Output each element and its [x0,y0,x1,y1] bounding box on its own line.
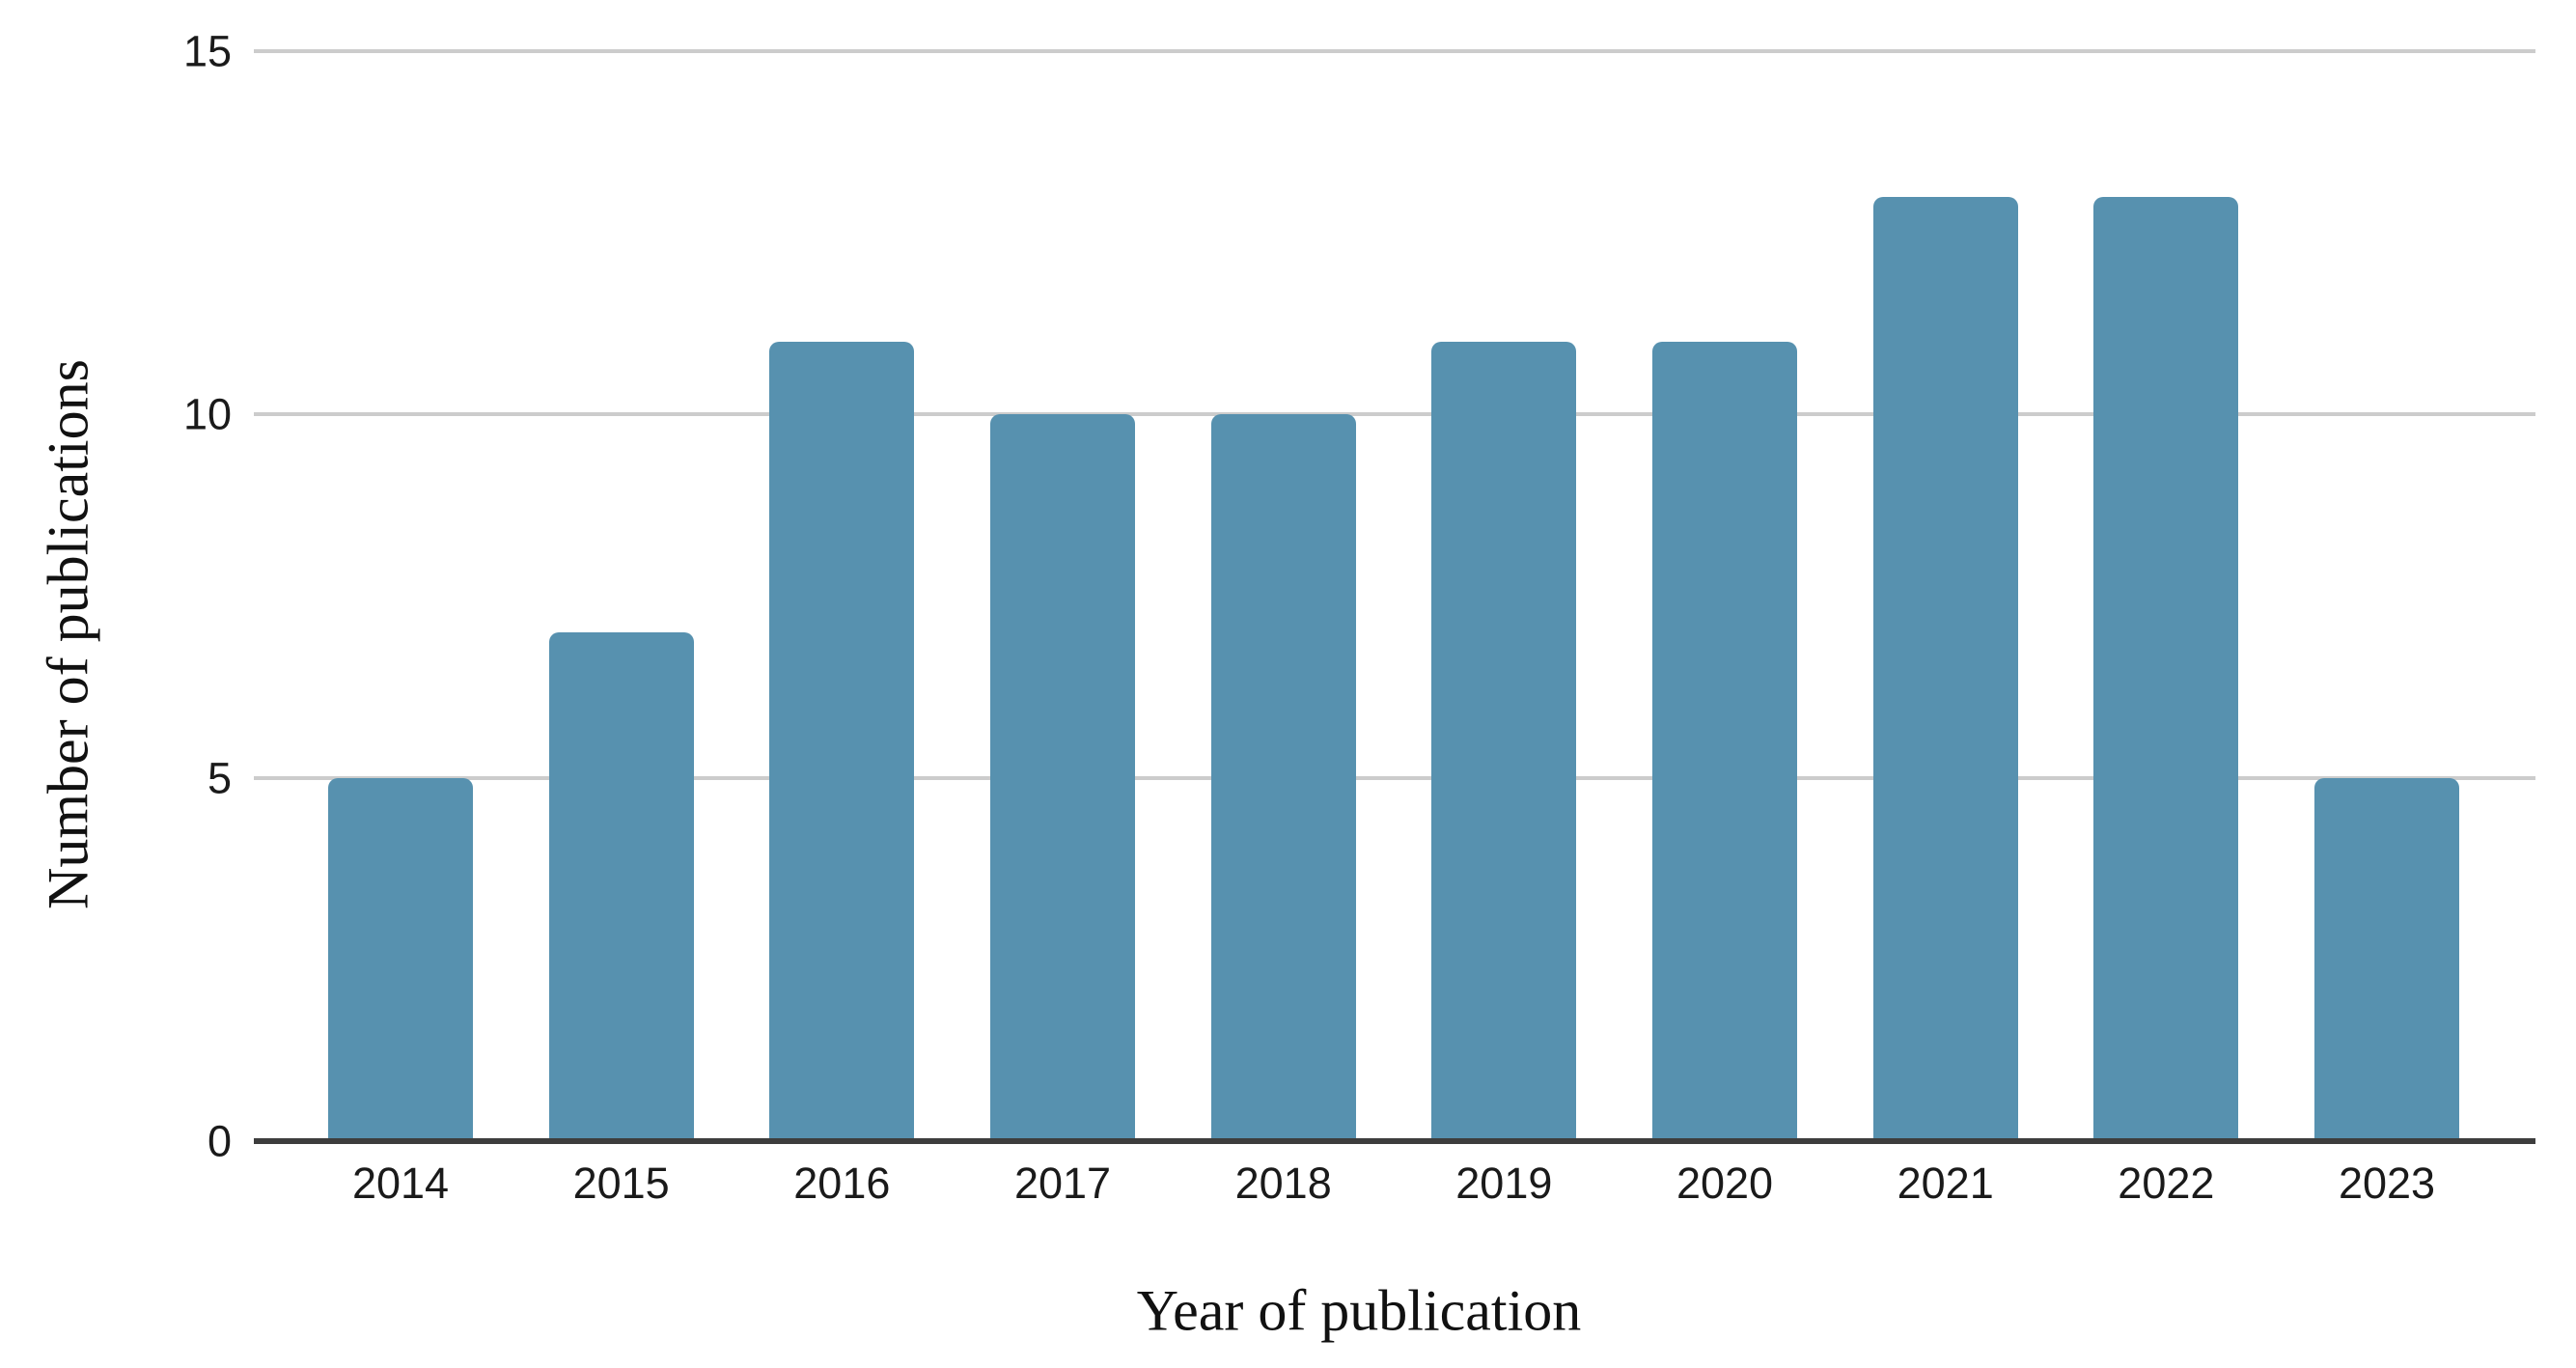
bar-2020 [1652,342,1798,1141]
x-tick-label: 2017 [1013,1159,1112,1208]
x-tick-label: 2022 [2118,1159,2215,1208]
y-tick-label: 15 [182,26,232,76]
bar-2014 [328,777,473,1141]
y-tick-label: 5 [207,753,232,803]
gridline-y-10 [254,412,2535,417]
x-tick-label: 2014 [351,1159,450,1208]
x-axis-title: Year of publication [1136,1278,1582,1343]
x-tick-label: 2018 [1234,1159,1332,1208]
y-axis-title: Number of publications [36,359,100,909]
bar-2015 [548,632,694,1141]
x-tick-label: 2021 [1897,1159,1994,1208]
y-tick-label: 0 [207,1116,232,1166]
x-tick-label: 2015 [572,1159,670,1208]
bar-2021 [1872,196,2018,1141]
bar-2016 [769,342,915,1141]
gridline-y-5 [254,775,2535,780]
bar-2019 [1431,342,1577,1141]
bar-2022 [2093,196,2239,1141]
x-tick-label: 2023 [2338,1159,2436,1208]
y-tick-label: 10 [182,389,232,439]
bar-2017 [990,414,1135,1141]
bar-2018 [1210,414,1356,1141]
bar-2023 [2314,777,2460,1141]
x-tick-label: 2020 [1676,1159,1774,1208]
x-tick-label: 2016 [793,1159,891,1208]
gridline-y-15 [254,48,2535,53]
x-tick-label: 2019 [1455,1159,1553,1208]
x-axis-line [254,1138,2535,1144]
